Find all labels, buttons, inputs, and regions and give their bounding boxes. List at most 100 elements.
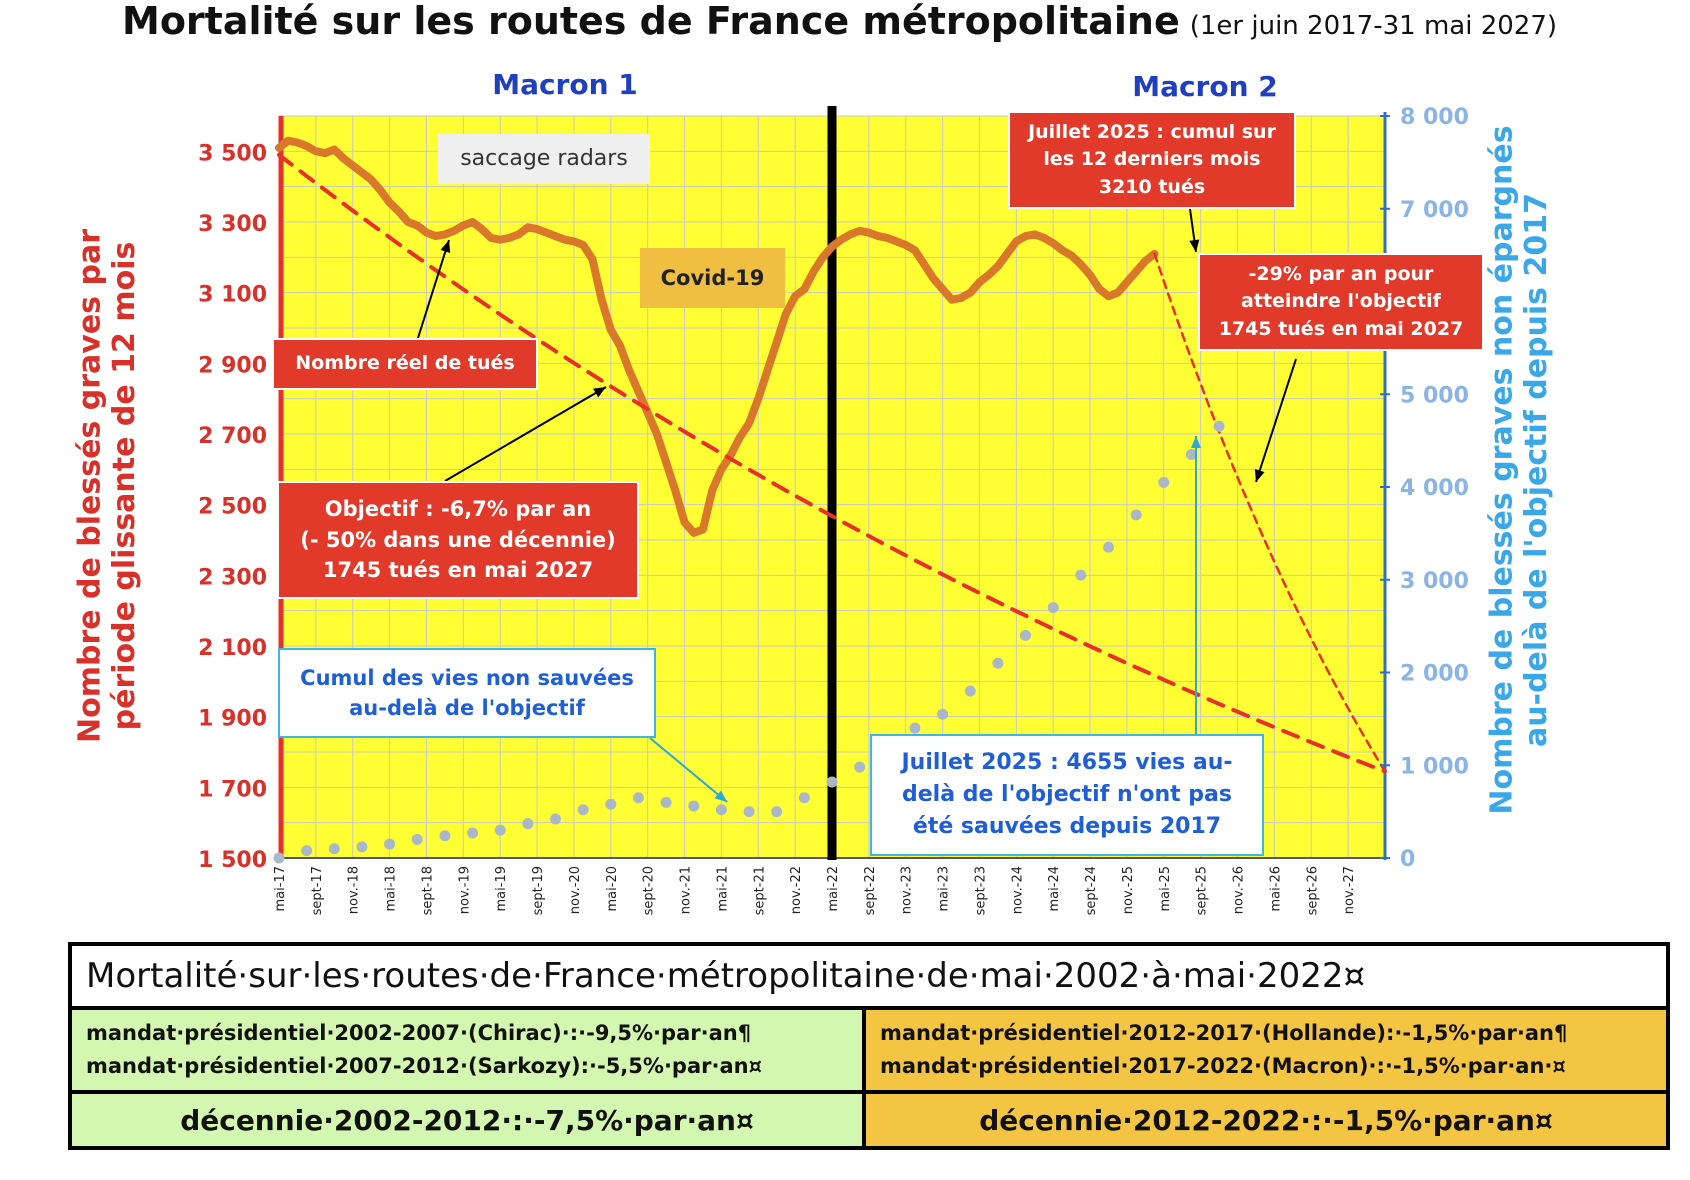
series-layer [273,136,1387,864]
chart-title: Mortalité sur les routes de France métro… [122,0,1557,43]
cumulative-point [356,841,368,853]
y-tick-label-right: 0 [1400,847,1415,872]
x-tick-label: nov.-24 [1010,866,1025,914]
annotation-juillet-2025-vies: Juillet 2025 : 4655 vies au- delà de l'o… [870,734,1264,856]
table-mandate-macron: mandat·présidentiel·2017-2022·(Macron)·:… [880,1054,1566,1078]
cumulative-point [301,845,313,857]
y-tick-label-left: 1 700 [198,777,267,802]
arrow-moins-29 [1255,358,1297,483]
y-tick-label-right: 2 000 [1400,662,1469,687]
y-tick-label-left: 2 500 [198,495,267,520]
section-macron-2: Macron 2 [1132,70,1278,103]
y-tick-label-right: 7 000 [1400,198,1469,223]
x-tick-label: nov.-21 [679,866,694,914]
left-axis-ticks: 3 500 3 300 3 100 2 900 2 700 2 500 2 300 2 100… [198,141,267,873]
y-tick-label-right: 8 000 [1400,105,1469,130]
annotation-juillet-2025-cumul: Juillet 2025 : cumul sur les 12 derniers… [1008,111,1296,209]
arrow-nombre-reel-head [440,240,451,253]
cumulative-point [1103,541,1114,553]
arrow-cumul-vies [649,737,728,803]
cumulative-point [1213,420,1225,432]
cumulative-point [1075,569,1087,581]
y-tick-label-left: 2 300 [198,565,267,590]
x-tick-label: mai-25 [1158,866,1173,911]
cumulative-point [909,722,921,734]
x-tick-label: mai-20 [605,866,620,911]
x-tick-label: sept-21 [752,866,767,915]
annotation-saccage-radars: saccage radars [438,134,650,184]
x-tick-label: mai-24 [1047,866,1062,911]
y-tick-label-right: 5 000 [1400,383,1469,408]
cumulative-point [937,708,949,720]
y-axis-label-right: Nombre de blessés graves non épargnésau-… [1485,125,1555,814]
y-tick-label-left: 3 500 [198,141,267,166]
annotation-moins-29-pct: -29% par an pour atteindre l'objectif 17… [1198,253,1484,351]
table-mandates-right: mandat·présidentiel·2012-2017·(Hollande)… [866,1010,1666,1090]
series-line-reel [275,136,1159,537]
cumulative-point [660,796,672,808]
table-decade-left: décennie·2002-2012·:·-7,5%·par·an¤ [72,1094,862,1146]
cumulative-point [467,827,479,839]
cumulative-point [1158,476,1170,488]
y-tick-label-left: 3 100 [198,283,267,308]
x-tick-label: mai-22 [826,866,841,911]
arrow-moins-29-head [1254,469,1265,482]
cumulative-point [328,843,340,855]
annotation-covid: Covid-19 [640,248,785,308]
x-tick-label: mai-21 [715,866,730,911]
chart-title-period: (1er juin 2017-31 mai 2027) [1190,11,1557,41]
y-tick-label-left: 2 900 [198,353,267,378]
arrow-juillet-vies-head [1190,436,1202,448]
cumulative-point [854,761,866,773]
x-tick-label: sept-19 [531,866,546,915]
x-tick-label: sept-23 [973,866,988,915]
y-tick-label-right: 1 000 [1400,754,1469,779]
cumulative-point [743,806,755,818]
arrow-objectif-head [593,387,606,398]
cumulative-point [577,804,589,816]
x-tick-label: nov.-27 [1342,866,1357,914]
x-tick-label: sept-22 [863,866,878,915]
cumulative-point [411,833,423,845]
cumulative-point [826,776,838,788]
y-tick-label-left: 2 700 [198,424,267,449]
x-tick-label: mai-19 [494,866,509,911]
x-tick-label: mai-17 [273,866,288,911]
table-mandates-left: mandat·présidentiel·2002-2007·(Chirac)·:… [72,1010,862,1090]
y-tick-label-left: 1 900 [198,707,267,732]
x-tick-label: sept-25 [1195,866,1210,915]
cumulative-point [1047,602,1059,614]
x-tick-label: sept-17 [310,866,325,915]
x-tick-label: nov.-20 [568,866,583,914]
arrow-nombre-reel [417,239,450,339]
x-tick-label: sept-26 [1305,866,1320,915]
y-tick-label-left: 3 300 [198,212,267,237]
x-tick-label: nov.-18 [347,866,362,914]
cumulative-point [494,824,506,836]
cumulative-point [522,818,534,830]
x-tick-label: mai-18 [384,866,399,911]
x-tick-label: sept-20 [642,866,657,915]
y-axis-label-left: Nombre de blessés graves parpériode glis… [73,229,143,743]
cumulative-point [632,792,644,804]
series-line-moins-29 [1153,252,1387,773]
cumulative-point [688,800,700,812]
x-tick-label: nov.-23 [900,866,915,914]
table-mandate-sarkozy: mandat·présidentiel·2007-2012·(Sarkozy):… [86,1054,762,1078]
y-tick-label-left: 1 500 [198,848,267,873]
cumulative-point [1185,449,1197,461]
summary-table: Mortalité·sur·les·routes·de·France·métro… [68,942,1670,1150]
annotation-arrows [417,208,1297,803]
x-tick-label: sept-24 [1084,866,1099,915]
cumulative-point [771,806,783,818]
series-line-objectif [277,152,1387,774]
arrow-cumul-vies-head [714,790,727,802]
table-mandate-hollande: mandat·présidentiel·2012-2017·(Hollande)… [880,1021,1568,1046]
x-tick-label: sept-18 [420,866,435,915]
x-tick-label: nov.-26 [1232,866,1247,914]
x-tick-label: nov.-19 [457,866,472,914]
cumulative-point [715,804,727,816]
cumulative-point [798,792,810,804]
cumulative-point [992,657,1004,669]
x-tick-label: nov.-22 [789,866,804,914]
